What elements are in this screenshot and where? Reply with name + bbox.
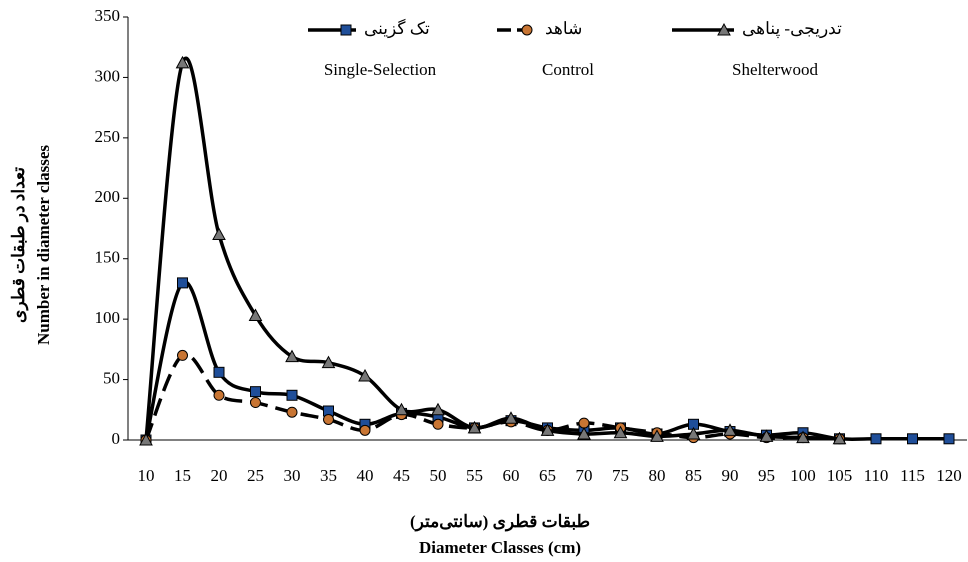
data-point (321, 355, 336, 369)
data-point (504, 411, 518, 424)
data-point (467, 420, 482, 434)
data-point (796, 430, 810, 444)
y-tick-label: 0 (112, 429, 121, 448)
data-point (359, 424, 371, 436)
x-tick-label: 100 (790, 466, 816, 485)
x-tick-label: 90 (722, 466, 739, 485)
data-point (870, 433, 882, 445)
x-tick-label: 40 (357, 466, 374, 485)
legend-label-en: Control (542, 60, 594, 79)
data-point (394, 402, 409, 416)
y-tick-label: 350 (95, 6, 121, 25)
data-point (286, 406, 298, 418)
data-point (286, 389, 298, 401)
x-tick-label: 110 (864, 466, 889, 485)
data-point (213, 389, 225, 401)
data-point (686, 426, 701, 440)
x-tick-label: 60 (503, 466, 520, 485)
legend-label-en: Single-Selection (324, 60, 437, 79)
x-tick-label: 75 (612, 466, 629, 485)
y-axis-label: تعداد در طبقات قطری (9, 167, 29, 323)
series-line (144, 56, 840, 441)
x-tick-label: 25 (247, 466, 264, 485)
legend-label: تک گزینی (364, 18, 430, 39)
x-tick-label: 115 (900, 466, 925, 485)
data-point (250, 397, 261, 409)
data-point (212, 227, 226, 241)
y-tick-label: 300 (95, 66, 121, 85)
x-tick-label: 85 (685, 466, 702, 485)
data-point (248, 308, 263, 322)
y-tick-label: 150 (95, 248, 121, 267)
data-point (613, 425, 628, 439)
data-point (323, 413, 334, 425)
data-point (578, 417, 590, 429)
x-tick-label: 20 (211, 466, 228, 485)
x-tick-label: 70 (576, 466, 593, 485)
x-tick-label: 45 (393, 466, 410, 485)
x-tick-label: 55 (466, 466, 483, 485)
data-point (577, 426, 591, 440)
data-point (358, 368, 372, 382)
x-tick-label: 30 (284, 466, 301, 485)
data-point (177, 277, 188, 289)
data-point (832, 431, 847, 445)
y-tick-label: 50 (103, 368, 120, 387)
x-tick-label: 105 (827, 466, 853, 485)
data-point (213, 366, 225, 378)
x-tick-label: 50 (430, 466, 447, 485)
data-point (431, 402, 445, 416)
y-tick-label: 100 (95, 308, 121, 327)
x-tick-label: 120 (936, 466, 962, 485)
legend-marker (521, 24, 533, 36)
x-tick-label: 10 (138, 466, 155, 485)
data-point (250, 386, 261, 398)
x-tick-label: 35 (320, 466, 337, 485)
x-tick-label: 80 (649, 466, 666, 485)
legend-marker (340, 24, 352, 36)
y-tick-label: 250 (95, 127, 121, 146)
data-point (943, 433, 955, 445)
data-point (139, 432, 153, 446)
legend-marker (717, 22, 731, 36)
data-point (540, 423, 555, 436)
data-point (759, 429, 774, 442)
x-tick-label: 95 (758, 466, 775, 485)
legend-label-en: Shelterwood (732, 60, 818, 79)
data-point (285, 349, 299, 363)
x-tick-label: 15 (174, 466, 191, 485)
data-point (177, 349, 188, 361)
data-point (907, 433, 918, 445)
series-line (144, 280, 949, 441)
data-point (432, 418, 444, 430)
legend-label: شاهد (545, 19, 582, 38)
x-tick-label: 65 (539, 466, 556, 485)
y-axis-label-en: Number in diameter classes (34, 145, 53, 345)
legend-label: تدریجی- پناهی (742, 19, 842, 39)
data-point (723, 423, 737, 436)
y-tick-label: 200 (95, 187, 121, 206)
data-point (650, 429, 664, 442)
x-axis-label-en: Diameter Classes (cm) (419, 538, 581, 557)
x-axis-label: طبقات قطری (سانتی‌متر) (410, 512, 590, 532)
data-point (175, 55, 190, 69)
